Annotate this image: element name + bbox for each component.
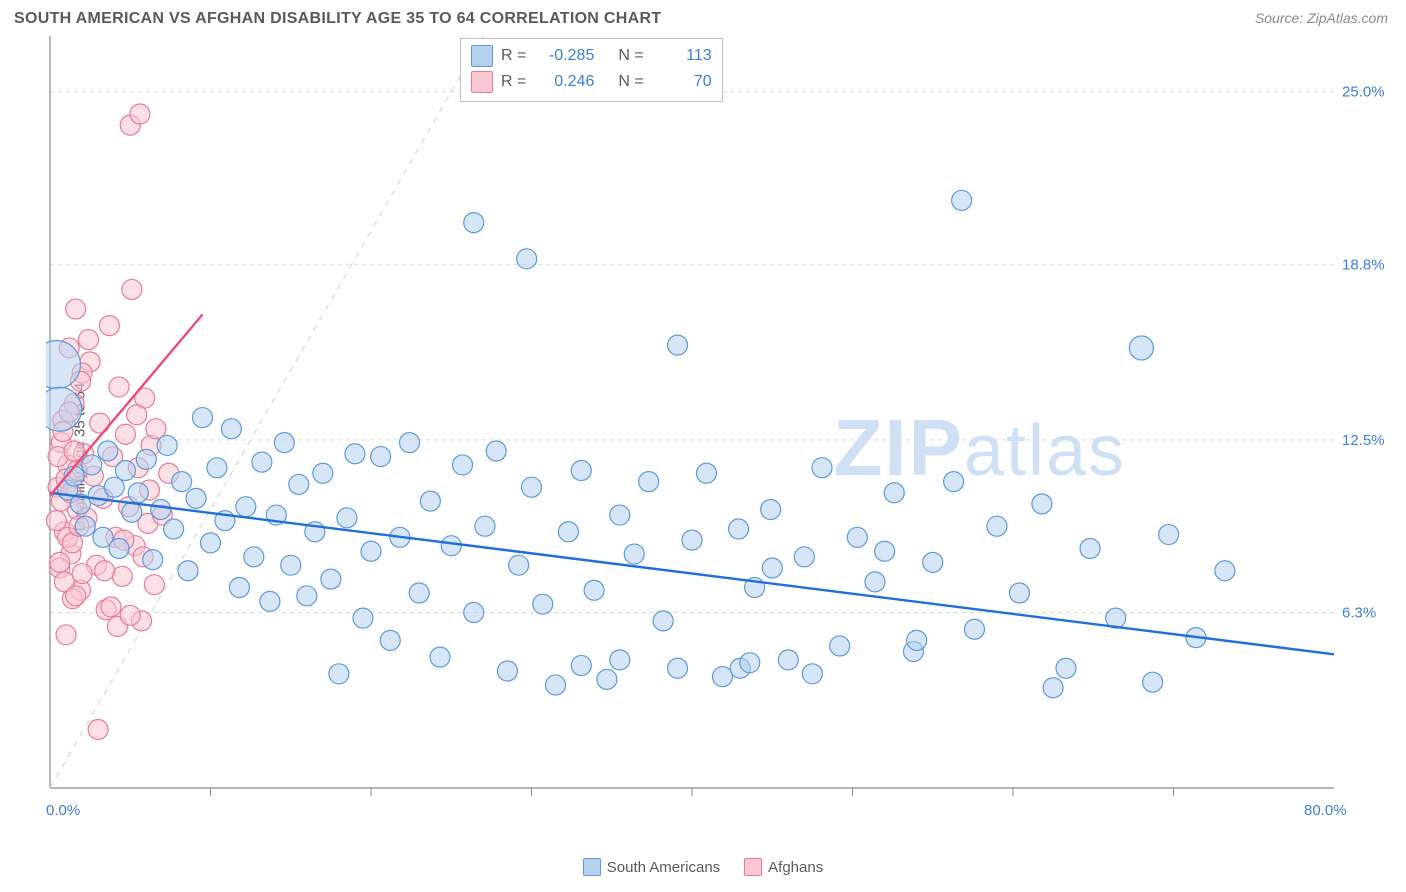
swatch-blue-icon — [583, 858, 601, 876]
svg-text:12.5%: 12.5% — [1342, 432, 1385, 449]
legend-item-pink: Afghans — [744, 858, 823, 876]
chart-title: SOUTH AMERICAN VS AFGHAN DISABILITY AGE … — [14, 10, 661, 28]
swatch-pink-icon — [744, 858, 762, 876]
svg-text:25.0%: 25.0% — [1342, 84, 1385, 101]
source-label: Source: ZipAtlas.com — [1255, 10, 1388, 26]
svg-text:18.8%: 18.8% — [1342, 256, 1385, 273]
stats-row-pink: R = 0.246 N = 70 — [471, 69, 712, 95]
plot-area: Disability Age 35 to 64 6.3%12.5%18.8%25… — [0, 32, 1406, 882]
x-axis-min-label: 0.0% — [46, 802, 80, 819]
svg-text:6.3%: 6.3% — [1342, 605, 1376, 622]
legend-item-blue: South Americans — [583, 858, 720, 876]
stats-row-blue: R = -0.285 N = 113 — [471, 43, 712, 69]
scatter-plot: 6.3% 12.5% 18.8% 25.0% — [46, 32, 1394, 842]
swatch-blue-icon — [471, 45, 493, 67]
swatch-pink-icon — [471, 71, 493, 93]
x-axis-max-label: 80.0% — [1304, 802, 1347, 819]
correlation-stats-box: R = -0.285 N = 113 R = 0.246 N = 70 — [460, 38, 723, 102]
series-legend: South Americans Afghans — [0, 858, 1406, 876]
